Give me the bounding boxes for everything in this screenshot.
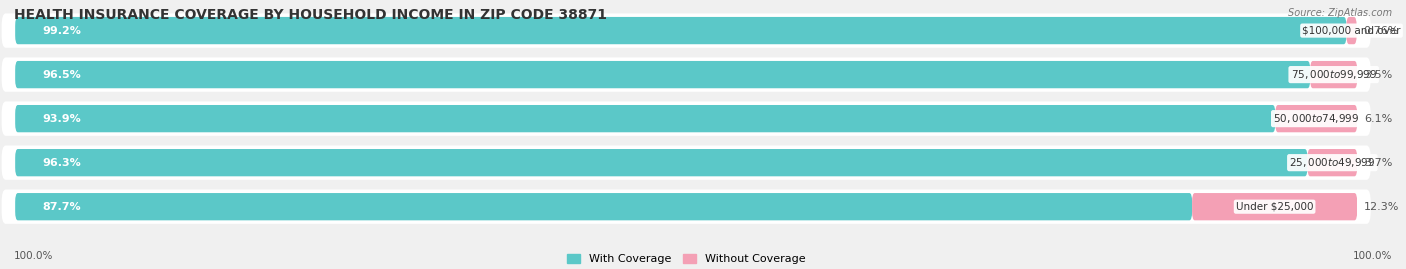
- Text: HEALTH INSURANCE COVERAGE BY HOUSEHOLD INCOME IN ZIP CODE 38871: HEALTH INSURANCE COVERAGE BY HOUSEHOLD I…: [14, 8, 607, 22]
- FancyBboxPatch shape: [1, 101, 1371, 136]
- Text: 96.3%: 96.3%: [42, 158, 80, 168]
- FancyBboxPatch shape: [15, 193, 1192, 220]
- Text: $50,000 to $74,999: $50,000 to $74,999: [1272, 112, 1360, 125]
- Text: Under $25,000: Under $25,000: [1236, 202, 1313, 212]
- Text: 0.76%: 0.76%: [1364, 26, 1399, 36]
- Text: $100,000 and over: $100,000 and over: [1302, 26, 1400, 36]
- FancyBboxPatch shape: [1, 13, 1371, 48]
- FancyBboxPatch shape: [1308, 149, 1357, 176]
- Text: 100.0%: 100.0%: [1353, 251, 1392, 261]
- Text: 87.7%: 87.7%: [42, 202, 80, 212]
- FancyBboxPatch shape: [1347, 17, 1357, 44]
- Legend: With Coverage, Without Coverage: With Coverage, Without Coverage: [562, 249, 810, 269]
- Text: 93.9%: 93.9%: [42, 114, 80, 124]
- Text: 96.5%: 96.5%: [42, 70, 80, 80]
- Text: 3.7%: 3.7%: [1364, 158, 1392, 168]
- FancyBboxPatch shape: [1, 146, 1371, 180]
- FancyBboxPatch shape: [15, 149, 1308, 176]
- FancyBboxPatch shape: [15, 105, 1275, 132]
- Text: 3.5%: 3.5%: [1364, 70, 1392, 80]
- Text: 12.3%: 12.3%: [1364, 202, 1399, 212]
- Text: $75,000 to $99,999: $75,000 to $99,999: [1291, 68, 1376, 81]
- Text: 6.1%: 6.1%: [1364, 114, 1392, 124]
- FancyBboxPatch shape: [1310, 61, 1357, 88]
- Text: 100.0%: 100.0%: [14, 251, 53, 261]
- Text: Source: ZipAtlas.com: Source: ZipAtlas.com: [1288, 8, 1392, 18]
- FancyBboxPatch shape: [1192, 193, 1357, 220]
- Text: $25,000 to $49,999: $25,000 to $49,999: [1289, 156, 1375, 169]
- FancyBboxPatch shape: [1, 190, 1371, 224]
- FancyBboxPatch shape: [1275, 105, 1357, 132]
- FancyBboxPatch shape: [1, 58, 1371, 92]
- FancyBboxPatch shape: [15, 61, 1310, 88]
- FancyBboxPatch shape: [15, 17, 1347, 44]
- Text: 99.2%: 99.2%: [42, 26, 82, 36]
